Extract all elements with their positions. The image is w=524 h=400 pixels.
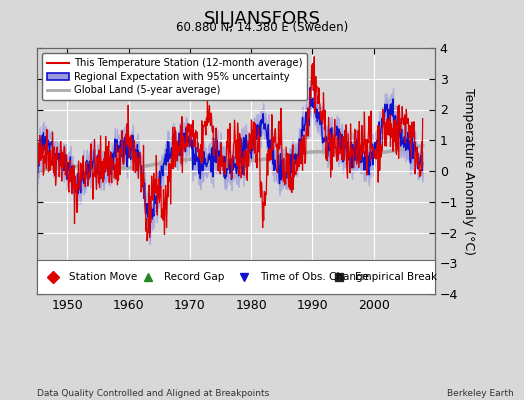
- Text: Record Gap: Record Gap: [164, 272, 224, 282]
- Legend: This Temperature Station (12-month average), Regional Expectation with 95% uncer: This Temperature Station (12-month avera…: [42, 53, 307, 100]
- Text: Data Quality Controlled and Aligned at Breakpoints: Data Quality Controlled and Aligned at B…: [37, 389, 269, 398]
- Text: Station Move: Station Move: [69, 272, 137, 282]
- Text: Time of Obs. Change: Time of Obs. Change: [260, 272, 369, 282]
- Text: 60.880 N, 14.380 E (Sweden): 60.880 N, 14.380 E (Sweden): [176, 21, 348, 34]
- Text: Empirical Break: Empirical Break: [355, 272, 438, 282]
- Text: SILJANSFORS: SILJANSFORS: [203, 10, 321, 28]
- Y-axis label: Temperature Anomaly (°C): Temperature Anomaly (°C): [462, 88, 475, 254]
- Text: Berkeley Earth: Berkeley Earth: [447, 389, 514, 398]
